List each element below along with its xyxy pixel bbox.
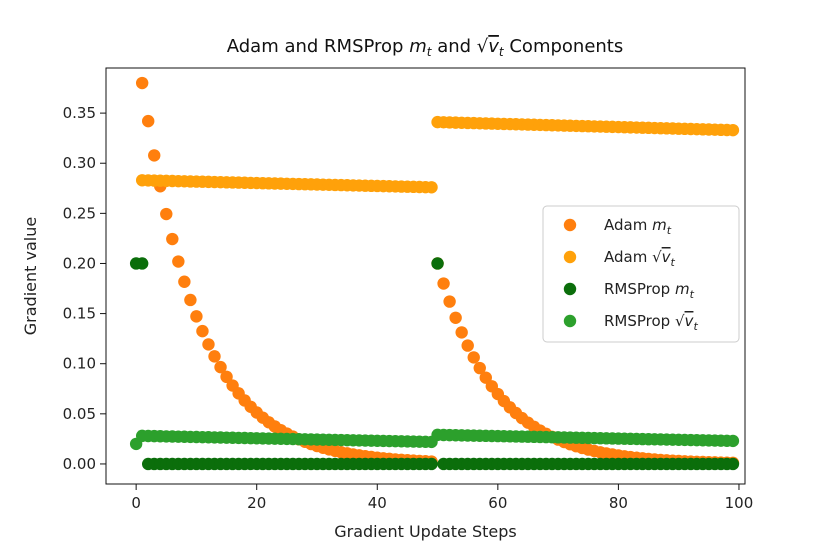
x-tick-label: 60: [488, 494, 507, 512]
legend-label: RMSProp mt: [604, 280, 695, 301]
legend-box: [542, 205, 740, 343]
plot-area: [105, 67, 746, 485]
chart-title: Adam and RMSProp mt and √vt Components: [227, 36, 624, 59]
legend-label: Adam mt: [604, 216, 672, 237]
data-point: [214, 360, 227, 374]
y-tick-label: 0.35: [63, 104, 96, 122]
data-point: [479, 371, 492, 384]
data-point: [425, 181, 438, 194]
data-point: [726, 123, 740, 137]
data-point: [172, 255, 185, 268]
data-point: [142, 114, 155, 128]
data-point: [135, 257, 149, 270]
data-point: [726, 457, 740, 471]
legend-marker: [563, 282, 577, 296]
x-tick-label: 0: [131, 494, 141, 512]
data-point: [455, 326, 468, 339]
legend-label: Adam √vt: [604, 248, 676, 269]
legend-marker: [563, 218, 577, 232]
legend-marker: [563, 314, 577, 328]
data-point: [148, 149, 161, 162]
y-tick-label: 0.30: [63, 154, 96, 172]
x-tick-label: 40: [368, 494, 387, 512]
data-point: [461, 339, 474, 352]
plot-frame: [105, 67, 746, 485]
x-tick-label: 80: [609, 494, 628, 512]
data-point: [160, 207, 173, 221]
data-point: [202, 338, 215, 351]
data-point: [190, 310, 203, 323]
y-tick-label: 0.00: [63, 455, 96, 473]
data-point: [220, 370, 233, 384]
y-tick-label: 0.05: [63, 405, 96, 423]
data-point: [467, 351, 480, 364]
series-1: [135, 115, 740, 194]
y-tick-label: 0.25: [63, 204, 96, 222]
x-axis-title: Gradient Update Steps: [334, 522, 517, 541]
data-point: [431, 257, 444, 270]
data-point: [178, 275, 191, 288]
legend-marker: [563, 250, 577, 264]
y-axis-title: Gradient value: [21, 217, 40, 335]
data-point: [443, 295, 456, 308]
x-axis: 0 20 40 60 80 100: [131, 484, 753, 512]
data-point: [449, 311, 462, 324]
y-axis: 0.00 0.05 0.10 0.15 0.20 0.25 0.30 0.35: [63, 104, 106, 473]
title-text: Adam and RMSProp mt and √vt Components: [227, 36, 624, 59]
y-tick-label: 0.20: [63, 254, 96, 272]
data-point: [196, 324, 209, 338]
y-tick-label: 0.15: [63, 305, 96, 323]
x-tick-label: 20: [247, 494, 266, 512]
data-point: [166, 232, 179, 246]
data-point: [425, 457, 438, 471]
x-tick-label: 100: [725, 494, 754, 512]
data-point: [208, 350, 221, 363]
y-tick-label: 0.10: [63, 355, 96, 373]
legend-label: RMSProp √vt: [604, 312, 698, 333]
series-2: [129, 257, 740, 471]
data-point: [437, 277, 450, 290]
legend: Adam mt Adam √vt RMSProp mt RMSProp √vt: [542, 205, 740, 343]
data-point: [473, 361, 486, 375]
series-3: [129, 428, 740, 451]
data-point: [135, 76, 149, 90]
data-point: [184, 293, 197, 307]
data-point: [726, 434, 740, 448]
